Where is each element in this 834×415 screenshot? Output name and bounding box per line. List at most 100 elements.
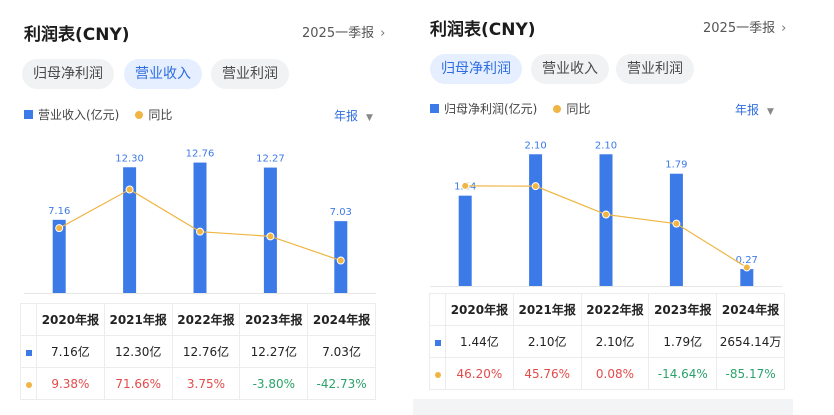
period-dropdown-label: 年报 <box>735 103 760 117</box>
row-marker-cell <box>429 325 446 358</box>
yoy-point-2020年报 <box>55 224 64 233</box>
legend-bar-label: 归母净利润(亿元) <box>444 102 538 116</box>
bar-2021年报 <box>529 154 543 286</box>
dropdown-triangle-icon: ▼ <box>366 113 373 123</box>
table-corner-cell <box>20 303 37 336</box>
table-cell: -85.17% <box>716 357 785 390</box>
table-header-cell: 2020年报 <box>445 293 514 326</box>
net-profit-chart: 1.442.102.101.790.27 <box>430 140 782 287</box>
table-header-cell: 2021年报 <box>512 293 582 326</box>
net-profit-data-table: 2020年报 2021年报 2022年报 2023年报 2024年报 1.44亿… <box>429 293 785 390</box>
line-marker-icon <box>434 371 441 378</box>
table-row-values: 1.44亿 2.10亿 2.10亿 1.79亿 2654.14万 <box>429 325 785 358</box>
table-cell: 71.66% <box>103 367 173 400</box>
table-row-values: 7.16亿 12.30亿 12.76亿 12.27亿 7.03亿 <box>20 335 376 368</box>
bar-marker-icon <box>25 349 32 356</box>
table-header-cell: 2020年报 <box>36 303 105 336</box>
yoy-point-2024年报 <box>336 256 345 265</box>
bar-2023年报 <box>263 167 277 293</box>
report-period-label: 2025一季报 <box>703 21 776 36</box>
table-cell: -14.64% <box>648 357 718 390</box>
line-marker-icon <box>25 381 32 388</box>
table-cell: -42.73% <box>307 367 376 400</box>
tab-operating-profit[interactable]: 营业利润 <box>211 59 289 89</box>
table-cell: 12.27亿 <box>239 335 309 368</box>
tab-revenue[interactable]: 营业收入 <box>531 54 609 84</box>
yoy-point-2020年报 <box>461 181 470 190</box>
dropdown-triangle-icon: ▼ <box>767 107 774 117</box>
bar-value-label: 12.27 <box>256 154 285 165</box>
revenue-data-table: 2020年报 2021年报 2022年报 2023年报 2024年报 7.16亿… <box>20 303 376 400</box>
chevron-right-icon: › <box>781 21 787 36</box>
table-cell: 12.76亿 <box>171 335 241 368</box>
period-dropdown[interactable]: 年报 ▼ <box>334 107 373 124</box>
chevron-right-icon: › <box>380 26 386 41</box>
revenue-chart: 7.16 12.30 12.76 12.27 7.03 <box>24 149 376 294</box>
bar-value-label: 2.10 <box>524 140 546 151</box>
bar-value-label: 1.79 <box>665 160 687 171</box>
yoy-point-2023年报 <box>266 232 275 241</box>
table-cell: 45.76% <box>512 357 582 390</box>
table-corner-cell <box>429 293 446 326</box>
report-period-link[interactable]: 2025一季报 › <box>703 17 786 36</box>
panel-title: 利润表(CNY) <box>24 25 130 45</box>
legend-line-label: 同比 <box>566 102 591 116</box>
bar-2023年报 <box>669 173 683 286</box>
legend-line-swatch <box>135 110 144 119</box>
bar-value-label: 7.03 <box>330 207 352 218</box>
legend-line-swatch <box>553 104 562 113</box>
income-statement-panel-revenue: 利润表(CNY) 2025一季报 › 归母净利润 营业收入 营业利润 营业收入(亿… <box>0 0 395 415</box>
yoy-point-2024年报 <box>742 263 751 272</box>
bar-2020年报 <box>458 195 472 286</box>
bar-marker-icon <box>434 339 441 346</box>
bar-2022年报 <box>599 154 613 286</box>
table-header-cell: 2023年报 <box>239 303 309 336</box>
table-header-cell: 2024年报 <box>307 303 376 336</box>
legend-line-label: 同比 <box>148 108 173 122</box>
yoy-point-2022年报 <box>602 210 610 219</box>
table-header-cell: 2023年报 <box>648 293 718 326</box>
table-header-cell: 2022年报 <box>171 303 241 336</box>
table-cell: 0.08% <box>580 357 650 390</box>
yoy-point-2021年报 <box>125 185 134 194</box>
bar-2020年报 <box>52 219 66 293</box>
income-statement-panel-net-profit: 利润表(CNY) 2025一季报 › 归母净利润 营业收入 营业利润 归母净利润(… <box>413 0 834 415</box>
tab-net-profit[interactable]: 归母净利润 <box>22 59 114 89</box>
chart-legend: 归母净利润(亿元) 同比 <box>430 100 590 117</box>
table-cell: 1.79亿 <box>648 325 718 358</box>
table-cell: 2654.14万 <box>716 325 785 358</box>
table-cell: 9.38% <box>36 367 105 400</box>
bar-value-label: 7.16 <box>48 206 70 217</box>
row-marker-cell <box>20 335 37 368</box>
legend-bar-swatch <box>24 110 33 119</box>
table-header-row: 2020年报 2021年报 2022年报 2023年报 2024年报 <box>429 293 785 326</box>
report-period-link[interactable]: 2025一季报 › <box>302 22 385 41</box>
panel-title: 利润表(CNY) <box>430 20 536 40</box>
row-marker-cell <box>429 357 446 390</box>
yoy-point-2022年报 <box>196 227 204 236</box>
period-dropdown-label: 年报 <box>334 109 359 123</box>
tab-net-profit[interactable]: 归母净利润 <box>430 54 522 84</box>
table-cell: 12.30亿 <box>103 335 173 368</box>
bar-value-label: 2.10 <box>595 140 617 151</box>
bar-value-label: 12.76 <box>186 149 215 160</box>
table-header-cell: 2021年报 <box>103 303 173 336</box>
tab-revenue[interactable]: 营业收入 <box>124 59 202 89</box>
report-period-label: 2025一季报 <box>302 26 375 41</box>
tab-operating-profit[interactable]: 营业利润 <box>616 54 694 84</box>
table-row-yoy: 46.20% 45.76% 0.08% -14.64% -85.17% <box>429 357 785 390</box>
chart-legend: 营业收入(亿元) 同比 <box>24 106 172 123</box>
period-dropdown[interactable]: 年报 ▼ <box>735 101 774 118</box>
table-row-yoy: 9.38% 71.66% 3.75% -3.80% -42.73% <box>20 367 376 400</box>
bar-2024年报 <box>740 269 754 286</box>
table-header-row: 2020年报 2021年报 2022年报 2023年报 2024年报 <box>20 303 376 336</box>
legend-bar-swatch <box>430 104 439 113</box>
table-header-cell: 2024年报 <box>716 293 785 326</box>
table-cell: 7.03亿 <box>307 335 376 368</box>
row-marker-cell <box>20 367 37 400</box>
bar-value-label: 0.27 <box>736 255 758 266</box>
panel-divider <box>395 0 413 415</box>
table-cell: 2.10亿 <box>512 325 582 358</box>
table-cell: 3.75% <box>171 367 241 400</box>
table-cell: 46.20% <box>445 357 514 390</box>
